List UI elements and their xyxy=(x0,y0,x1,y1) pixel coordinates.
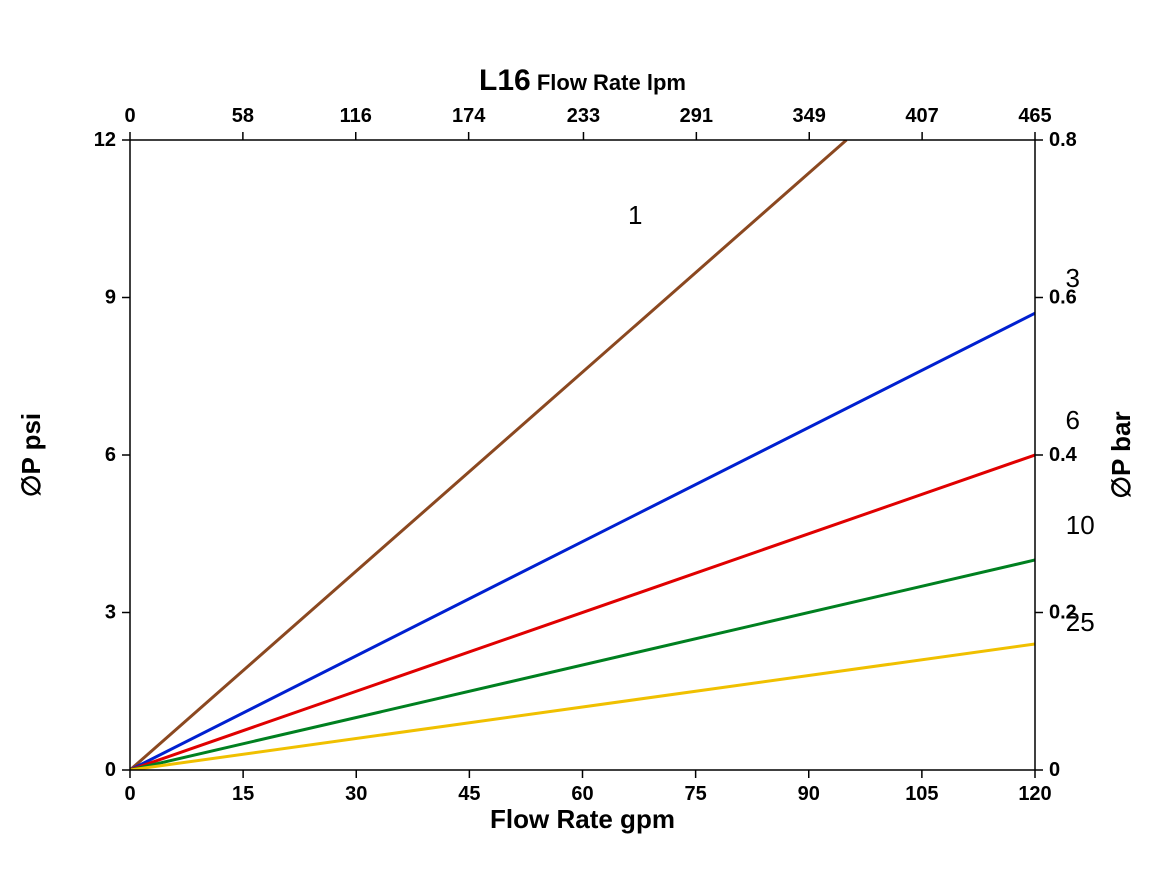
bottom-tick-label: 90 xyxy=(798,783,820,805)
left-tick-label: 0 xyxy=(105,759,116,781)
right-tick-label: 0.4 xyxy=(1049,444,1078,466)
top-tick-label: 58 xyxy=(232,105,254,127)
top-tick-label: 0 xyxy=(124,105,135,127)
top-tick-label: 116 xyxy=(340,105,372,127)
bottom-tick-label: 60 xyxy=(571,783,593,805)
bottom-tick-label: 0 xyxy=(124,783,135,805)
top-tick-label: 291 xyxy=(680,105,713,127)
left-axis-label: ∅P psi xyxy=(16,413,46,497)
bottom-tick-label: 75 xyxy=(685,783,707,805)
series-label-25: 25 xyxy=(1066,607,1095,637)
top-tick-label: 349 xyxy=(793,105,826,127)
top-tick-label: 407 xyxy=(905,105,938,127)
left-tick-label: 6 xyxy=(105,444,116,466)
left-tick-label: 9 xyxy=(105,287,116,309)
right-tick-label: 0 xyxy=(1049,759,1060,781)
series-label-10: 10 xyxy=(1066,510,1095,540)
chart-svg: 0153045607590105120Flow Rate gpm05811617… xyxy=(0,0,1170,866)
left-tick-label: 12 xyxy=(94,129,116,151)
top-tick-label: 465 xyxy=(1018,105,1051,127)
right-tick-label: 0.8 xyxy=(1049,129,1077,151)
series-label-1: 1 xyxy=(628,200,642,230)
pressure-drop-chart: 0153045607590105120Flow Rate gpm05811617… xyxy=(0,0,1170,866)
bottom-tick-label: 45 xyxy=(458,783,480,805)
series-label-3: 3 xyxy=(1065,263,1079,293)
top-tick-label: 233 xyxy=(567,105,600,127)
bottom-axis-label: Flow Rate gpm xyxy=(490,804,675,834)
right-axis-label: ∅P bar xyxy=(1106,411,1136,498)
left-tick-label: 3 xyxy=(105,602,116,624)
top-tick-label: 174 xyxy=(452,105,486,127)
bottom-tick-label: 15 xyxy=(232,783,254,805)
series-label-6: 6 xyxy=(1065,405,1079,435)
bottom-tick-label: 120 xyxy=(1018,783,1051,805)
bottom-tick-label: 105 xyxy=(905,783,938,805)
bottom-tick-label: 30 xyxy=(345,783,367,805)
